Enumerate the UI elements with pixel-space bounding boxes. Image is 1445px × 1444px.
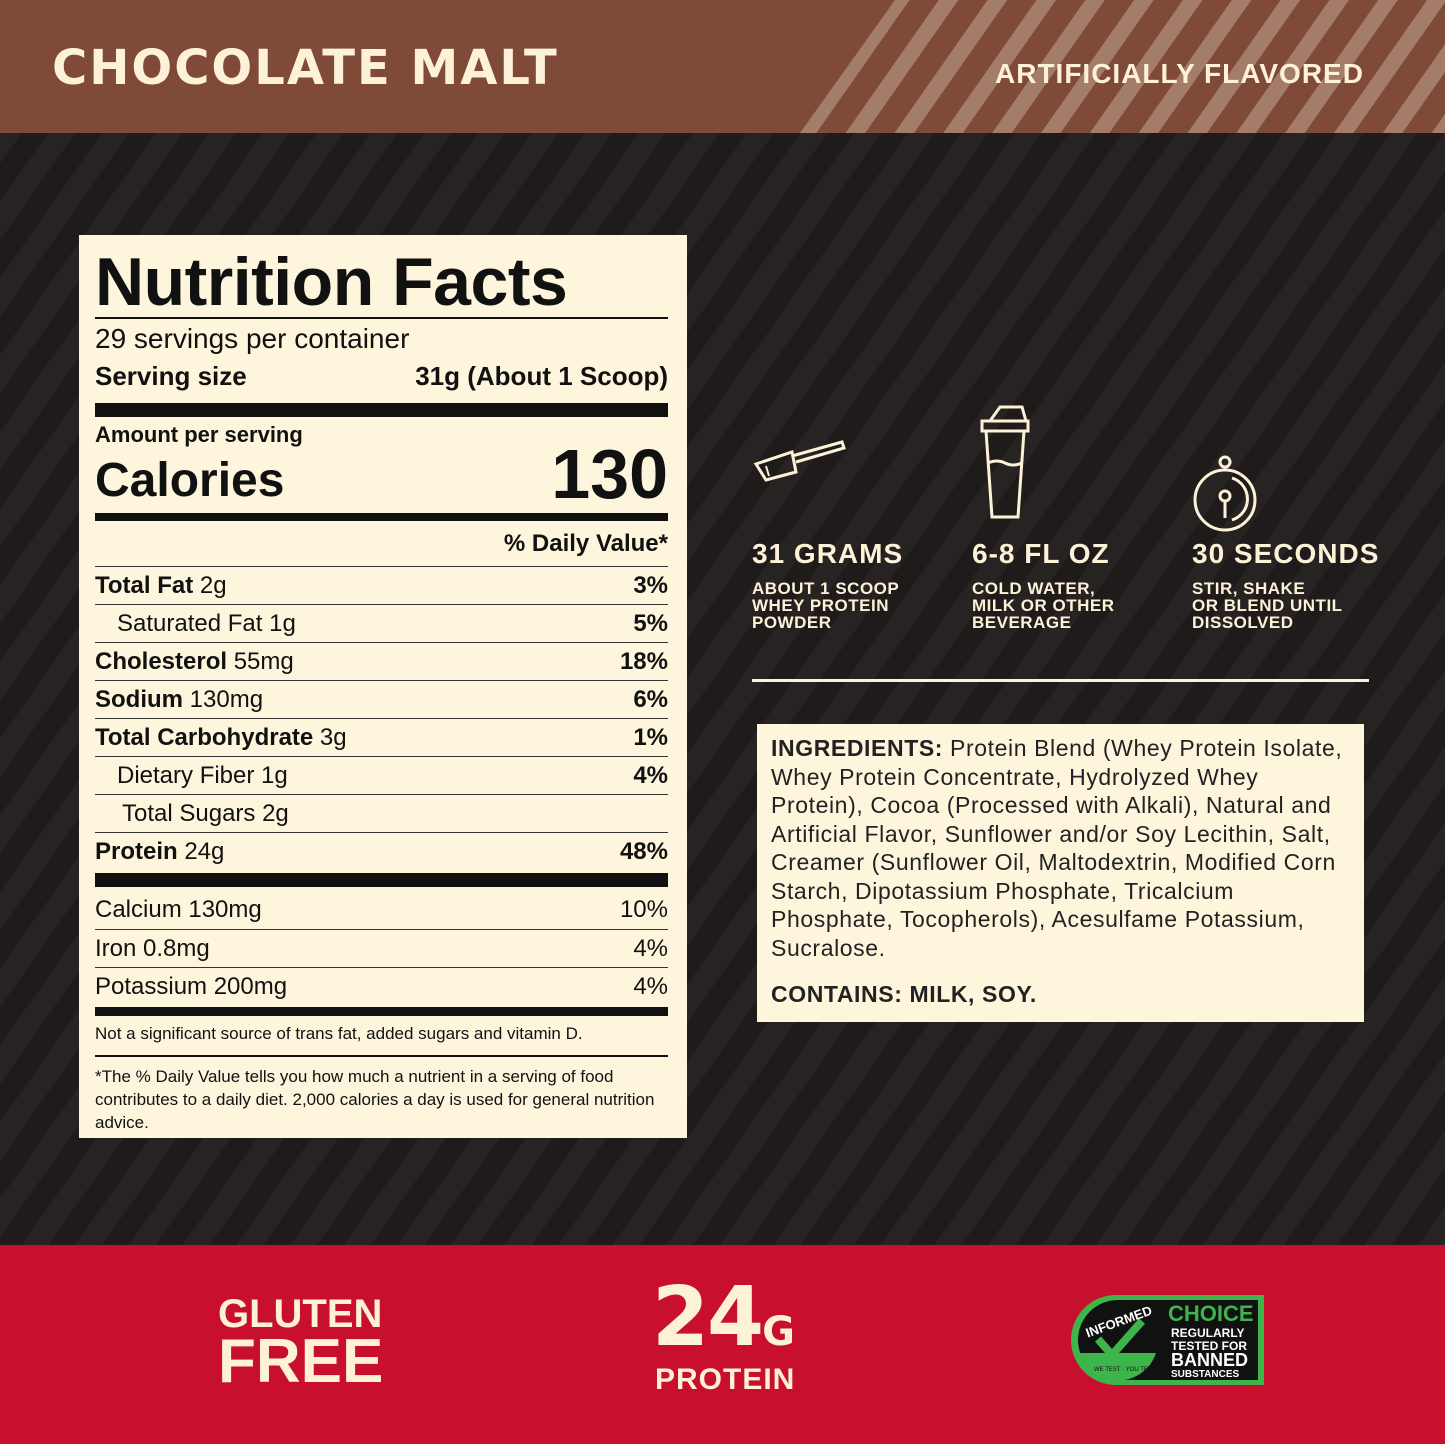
svg-text:TESTED FOR: TESTED FOR: [1171, 1339, 1247, 1353]
flavor-header: CHOCOLATE MALT ARTIFICIALLY FLAVORED: [0, 0, 1445, 133]
informed-choice-badge: INFORMED CHOICE REGULARLY TESTED FOR BAN…: [1071, 1295, 1264, 1385]
protein-label: PROTEIN: [655, 1363, 796, 1396]
shaker-icon: [980, 405, 1030, 519]
vitamin-row: Iron 0.8mg 4%: [95, 929, 668, 967]
daily-value: 48%: [619, 837, 668, 865]
nutrition-facts-title: Nutrition Facts: [95, 244, 568, 320]
directions-divider: [752, 679, 1369, 682]
nutrient-row: Cholesterol 55mg 18%: [95, 642, 668, 680]
vitamin-row: Calcium 130mg 10%: [95, 896, 668, 923]
daily-value: 4%: [633, 761, 668, 789]
footer-band: GLUTEN FREE 24G PROTEIN INFORMED CHOICE …: [0, 1245, 1445, 1444]
calories-row: Calories 130: [95, 435, 668, 513]
daily-value-header: % Daily Value*: [503, 530, 668, 557]
nutrient-row: Protein 24g 48%: [95, 832, 668, 870]
svg-text:WE TEST · YOU TRUST: WE TEST · YOU TRUST: [1094, 1367, 1161, 1373]
daily-value: 3%: [633, 571, 668, 599]
daily-value: 1%: [633, 723, 668, 751]
allergen-contains: CONTAINS: MILK, SOY.: [771, 981, 1037, 1007]
gluten-free-line2: FREE: [218, 1327, 384, 1396]
vitamin-list: Calcium 130mg 10% Iron 0.8mg 4% Potassium 20…: [95, 891, 668, 1005]
svg-text:BANNED: BANNED: [1171, 1350, 1248, 1370]
ingredients-text: Protein Blend (Whey Protein Isolate, Whe…: [771, 735, 1343, 961]
nutrition-facts-panel: Nutrition Facts 29 servings per containe…: [79, 235, 687, 1138]
nutrient-row: Total Carbohydrate 3g 1%: [95, 718, 668, 756]
ingredients-label: INGREDIENTS:: [771, 735, 944, 761]
servings-per-container: 29 servings per container: [95, 323, 410, 354]
vitamin-row: Potassium 200mg 4%: [95, 967, 668, 1005]
flavor-subtitle: ARTIFICIALLY FLAVORED: [995, 58, 1364, 89]
stopwatch-icon: [1193, 455, 1257, 532]
daily-value: 5%: [633, 609, 668, 637]
check-icon: [1094, 1318, 1145, 1362]
protein-amount: 24G: [652, 1270, 795, 1365]
daily-value-footnote: *The % Daily Value tells you how much a …: [95, 1067, 655, 1132]
svg-text:SUBSTANCES: SUBSTANCES: [1171, 1369, 1239, 1380]
daily-value: 6%: [633, 685, 668, 713]
nutrient-row: Saturated Fat 1g 5%: [95, 604, 668, 642]
amount-per-serving: Amount per serving: [95, 422, 303, 447]
scoop-icon: [753, 440, 846, 482]
svg-text:REGULARLY: REGULARLY: [1171, 1326, 1245, 1340]
trans-fat-note: Not a significant source of trans fat, a…: [95, 1024, 583, 1043]
nutrient-row: Total Sugars 2g: [95, 794, 668, 832]
gluten-free-line1: GLUTEN: [218, 1292, 383, 1336]
ingredients-panel: INGREDIENTS: Protein Blend (Whey Protein…: [757, 724, 1364, 1022]
svg-text:CHOICE: CHOICE: [1168, 1301, 1254, 1326]
nutrient-row: Dietary Fiber 1g 4%: [95, 756, 668, 794]
daily-value: 18%: [619, 647, 668, 675]
serving-size-row: Serving size 31g (About 1 Scoop): [95, 361, 668, 391]
nutrient-list: Total Fat 2g 3% Saturated Fat 1g 5% Choleste…: [95, 566, 668, 870]
nutrient-row: Total Fat 2g 3%: [95, 566, 668, 604]
flavor-title: CHOCOLATE MALT: [52, 40, 559, 96]
header-stripes: [800, 0, 1445, 133]
nutrient-row: Sodium 130mg 6%: [95, 680, 668, 718]
